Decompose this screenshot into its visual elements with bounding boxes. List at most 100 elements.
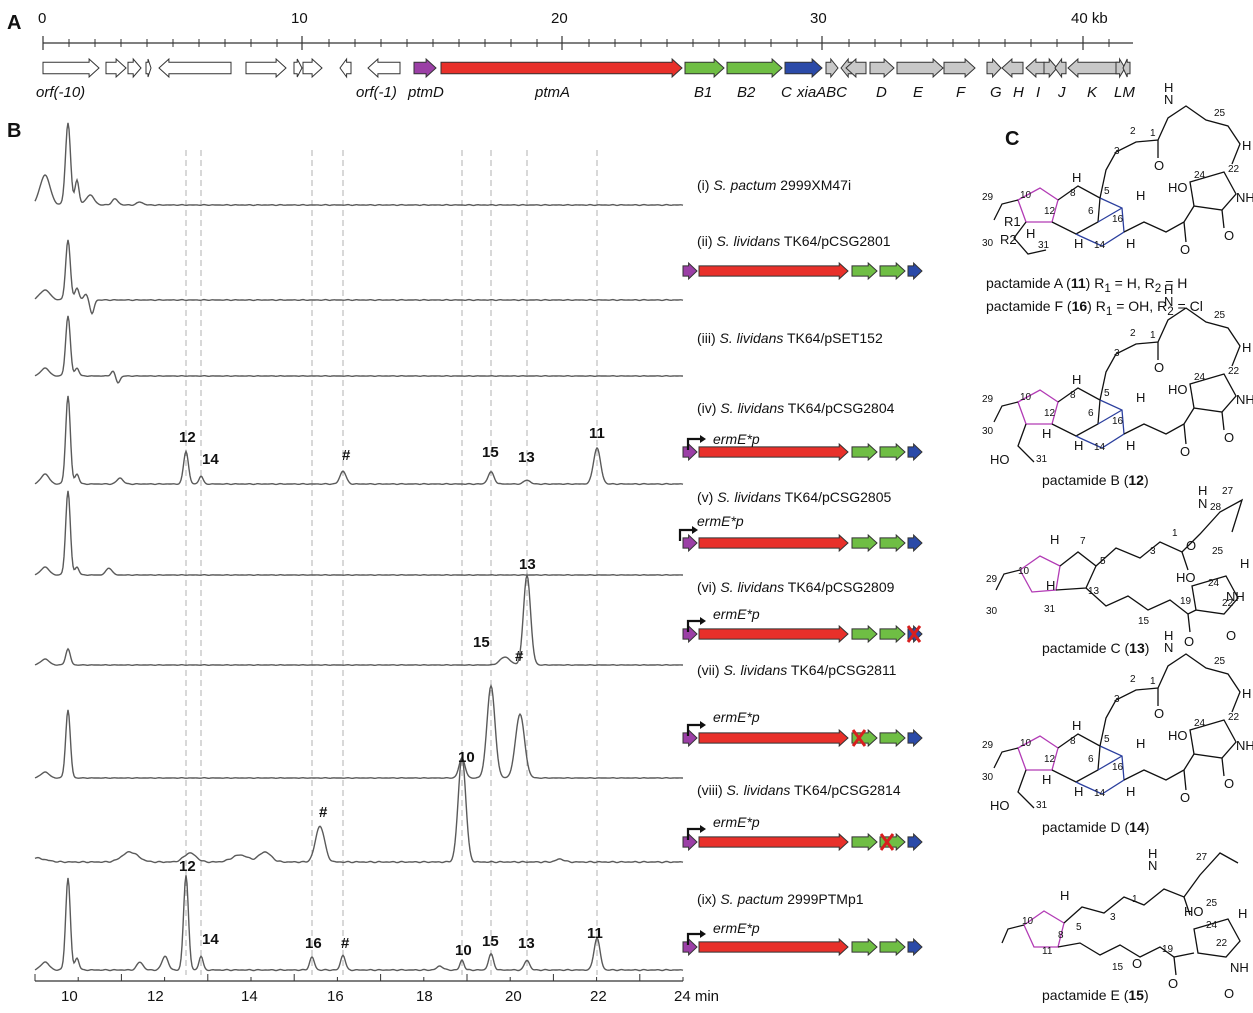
ptmB2-gene (879, 442, 906, 462)
atom-label: H (1164, 628, 1174, 643)
polyene-chain (1123, 753, 1195, 781)
atom-label: 22 (1228, 164, 1240, 175)
cyclopentane-ring (1017, 187, 1059, 223)
atom-label: O (1154, 706, 1165, 721)
atom-label: 22 (1222, 598, 1234, 609)
atom-label: N (1164, 92, 1174, 107)
ptmB2-gene (879, 624, 906, 644)
atom-label: H (1238, 906, 1248, 921)
L-arrow (1115, 57, 1126, 79)
atom-label: H (1242, 340, 1252, 355)
atom-label: H (1074, 236, 1084, 251)
atom-label: 24 (1206, 920, 1218, 931)
peak-label-hash-viii: # (319, 804, 328, 821)
H-arrow (1001, 57, 1024, 79)
M-arrow (1122, 58, 1131, 78)
trace-label-iii: (iii) S. lividans TK64/pSET152 (697, 330, 883, 346)
atom-label: H (1026, 226, 1036, 241)
atom-label: 28 (1210, 502, 1222, 513)
caption-pactamide-A: pactamide A (11) R1 = H, R2 = H (986, 275, 1188, 295)
carbonyl-bond (1187, 613, 1191, 633)
ptmC-gene (907, 832, 923, 852)
atom-label: 2 (1130, 126, 1136, 137)
ptmC-gene (907, 533, 923, 553)
atom-label: H (1242, 686, 1252, 701)
promoter-label-ix: ermE*p (713, 920, 760, 936)
gene-label-D: D (876, 84, 887, 101)
atom-label: H (1042, 426, 1052, 441)
orf-arrow (339, 57, 352, 79)
macrocycle-chain (1099, 307, 1241, 401)
ethyl-chain (1001, 924, 1025, 944)
atom-label: O (1186, 538, 1197, 553)
peak-label-hash-vii: # (515, 648, 524, 665)
peak-label-hash-iv: # (342, 447, 351, 464)
atom-label: 30 (982, 426, 994, 437)
peak-label-13-ix: 13 (518, 935, 535, 952)
atom-label: R1 (1004, 214, 1021, 229)
atom-label: R2 (1000, 232, 1017, 247)
tetramic-acid-ring (1189, 373, 1237, 413)
promoter-label-iv: ermE*p (713, 431, 760, 447)
orf-arrow (158, 57, 232, 79)
caption-pactamide-F: pactamide F (16) R1 = OH, R2 = Cl (986, 298, 1203, 318)
gene-label-I: I (1036, 84, 1041, 101)
atom-label: O (1180, 242, 1191, 257)
atom-label: 3 (1114, 348, 1120, 359)
atom-label: 31 (1036, 454, 1048, 465)
atom-label: H (1046, 578, 1056, 593)
time-tick-18: 18 (416, 988, 433, 1005)
atom-label: 5 (1100, 556, 1106, 567)
atom-label: 30 (986, 606, 998, 617)
atom-label: 22 (1216, 938, 1228, 949)
gene-label-H: H (1013, 84, 1024, 101)
ptmA-gene (698, 442, 849, 462)
cyclopentane-ring (1019, 555, 1061, 593)
peak-label-14-iv: 14 (202, 451, 219, 468)
atom-label: 24 (1194, 170, 1206, 181)
atom-label: 12 (1044, 754, 1056, 765)
xia-arrow (845, 57, 867, 79)
gene-label-E: E (913, 84, 924, 101)
macrocycle-chain (1099, 105, 1241, 199)
atom-label: 31 (1036, 800, 1048, 811)
promoter-arrow (686, 619, 700, 632)
atom-label: 27 (1222, 486, 1234, 497)
ptmA-gene (698, 533, 849, 553)
trace-label-vi: (vi) S. lividans TK64/pCSG2809 (697, 579, 895, 595)
peak-label-11-iv: 11 (589, 425, 605, 442)
gene-label-ptmA: ptmA (535, 84, 571, 101)
atom-label: 29 (986, 574, 998, 585)
atom-label: 25 (1206, 898, 1218, 909)
atom-label: 5 (1076, 922, 1082, 933)
hplc-traces (34, 122, 684, 972)
atom-label: 25 (1212, 546, 1224, 557)
ptmA-gene (698, 624, 849, 644)
ptmD-gene (682, 261, 698, 281)
time-tick-14: 14 (241, 988, 258, 1005)
ptmD-gene (682, 728, 698, 748)
atom-label: 5 (1104, 388, 1110, 399)
J-arrow (1043, 57, 1058, 79)
atom-label: 10 (1020, 392, 1032, 403)
atom-label: N (1148, 858, 1158, 873)
gene-label-B1: B1 (694, 84, 713, 101)
ptmB1-gene (851, 261, 878, 281)
carbonyl-bond (1173, 956, 1177, 976)
atom-label: 2 (1130, 674, 1136, 685)
promoter-arrowhead (692, 526, 698, 534)
ring-bond (1097, 755, 1123, 771)
atom-label: 24 (1194, 372, 1206, 383)
atom-label: 12 (1044, 206, 1056, 217)
polyene-chain (1063, 852, 1239, 924)
atom-label: 16 (1112, 214, 1124, 225)
atom-label: 3 (1110, 912, 1116, 923)
atom-label: O (1224, 228, 1235, 243)
ptmB2-gene (879, 728, 906, 748)
promoter-label-v: ermE*p (697, 513, 744, 529)
decalin-ring (1075, 197, 1125, 247)
ptmA-gene (698, 832, 849, 852)
orf-arrow (42, 57, 100, 79)
ptmC-gene (907, 442, 923, 462)
atom-label: 15 (1138, 616, 1150, 627)
